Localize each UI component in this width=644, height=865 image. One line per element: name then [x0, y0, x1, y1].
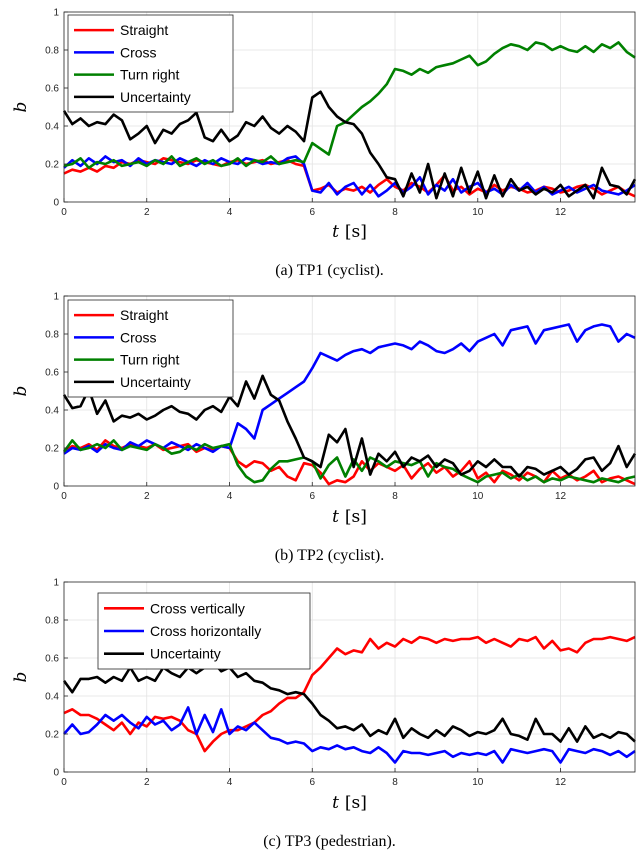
- y-tick-label: 0.2: [45, 444, 59, 455]
- figure-caption: (a) TP1 (cyclist).: [275, 262, 384, 279]
- chart-panel-1: 0 2 4 6 8 10 12 0 0.2 0.4 0.6 0.8 1 t [s] b Straight Cros…: [11, 8, 637, 279]
- legend-label-3: Uncertainty: [150, 646, 221, 662]
- axes-box: [63, 581, 636, 773]
- x-tick-label: 0: [61, 207, 67, 218]
- x-axis-label: t [s]: [332, 507, 367, 527]
- x-tick-label: 4: [227, 491, 233, 502]
- chart-panel-2: 0 2 4 6 8 10 12 0 0.2 0.4 0.6 0.8 1 t [s] b Straight Cros…: [11, 292, 637, 564]
- x-axis-unit: [s]: [345, 793, 367, 813]
- y-tick-label: 1: [53, 292, 59, 303]
- series-line-3: [62, 660, 636, 743]
- y-tick-label: 0: [53, 198, 59, 209]
- x-axis-symbol: t: [332, 507, 339, 527]
- series-line-3: [62, 439, 636, 484]
- y-tick-label: 0.4: [45, 406, 59, 417]
- y-tick-label: 0.8: [45, 330, 59, 341]
- x-tick-label: 10: [472, 207, 484, 218]
- x-tick-label: 4: [227, 777, 233, 788]
- legend-label-2: Cross: [120, 44, 157, 60]
- x-tick-label: 12: [555, 491, 567, 502]
- legend-label-2: Cross horizontally: [150, 623, 261, 639]
- y-axis-label: b: [11, 386, 31, 397]
- y-tick-label: 0.6: [45, 654, 59, 665]
- y-tick-label: 0.6: [45, 368, 59, 379]
- legend-label-1: Straight: [120, 22, 168, 38]
- legend-label-4: Uncertainty: [120, 89, 191, 105]
- legend-label-1: Straight: [120, 307, 168, 323]
- legend-label-1: Cross vertically: [150, 600, 245, 616]
- legend-label-2: Cross: [120, 329, 157, 345]
- y-axis-label: b: [11, 672, 31, 683]
- x-tick-label: 0: [61, 777, 67, 788]
- x-tick-label: 2: [144, 777, 150, 788]
- x-axis-symbol: t: [332, 222, 339, 242]
- legend-label-4: Uncertainty: [120, 374, 191, 390]
- y-tick-label: 0.8: [45, 46, 59, 57]
- x-tick-label: 8: [392, 777, 398, 788]
- y-tick-label: 0.4: [45, 122, 59, 133]
- series-line-2: [63, 706, 636, 764]
- x-tick-label: 2: [144, 207, 150, 218]
- legend: Cross vertically Cross horizontally Uncert…: [97, 592, 311, 670]
- legend: Straight Cross Turn right Uncertainty: [67, 14, 234, 113]
- figure-caption: (b) TP2 (cyclist).: [275, 547, 384, 564]
- x-tick-label: 12: [555, 207, 567, 218]
- x-tick-label: 8: [392, 491, 398, 502]
- x-tick-label: 4: [227, 207, 233, 218]
- series-line-3: [63, 41, 636, 170]
- x-tick-label: 12: [555, 777, 567, 788]
- x-axis-unit: [s]: [345, 507, 367, 527]
- y-axis-label: b: [11, 102, 31, 113]
- x-tick-label: 6: [309, 777, 315, 788]
- y-tick-label: 0: [53, 768, 59, 779]
- axes-box: [63, 11, 636, 203]
- y-tick-label: 1: [53, 578, 59, 589]
- x-tick-label: 6: [309, 207, 315, 218]
- y-tick-label: 0.2: [45, 730, 59, 741]
- series-line-4: [62, 374, 637, 478]
- x-tick-label: 10: [472, 777, 484, 788]
- legend: Straight Cross Turn right Uncertainty: [67, 299, 234, 398]
- y-tick-label: 0.4: [45, 692, 59, 703]
- y-tick-label: 0.2: [45, 160, 59, 171]
- y-tick-label: 0.8: [45, 616, 59, 627]
- y-tick-label: 1: [53, 8, 59, 19]
- y-tick-label: 0: [53, 482, 59, 493]
- series-line-1: [63, 635, 636, 753]
- legend-label-3: Turn right: [120, 67, 180, 83]
- y-tick-label: 0.6: [45, 84, 59, 95]
- legend-label-3: Turn right: [120, 352, 180, 368]
- figure-caption: (c) TP3 (pedestrian).: [263, 833, 396, 850]
- x-tick-label: 6: [309, 491, 315, 502]
- x-axis-unit: [s]: [345, 222, 367, 242]
- chart-panel-3: 0 2 4 6 8 10 12 0 0.2 0.4 0.6 0.8 1 t [s] b Cross vertic…: [11, 578, 636, 850]
- series-line-4: [62, 90, 637, 200]
- x-tick-label: 8: [392, 207, 398, 218]
- x-tick-label: 0: [61, 491, 67, 502]
- axes-box: [63, 295, 636, 487]
- x-tick-label: 10: [472, 491, 484, 502]
- x-axis-symbol: t: [332, 793, 339, 813]
- x-tick-label: 2: [144, 491, 150, 502]
- x-axis-label: t [s]: [332, 222, 367, 242]
- x-axis-label: t [s]: [332, 793, 367, 813]
